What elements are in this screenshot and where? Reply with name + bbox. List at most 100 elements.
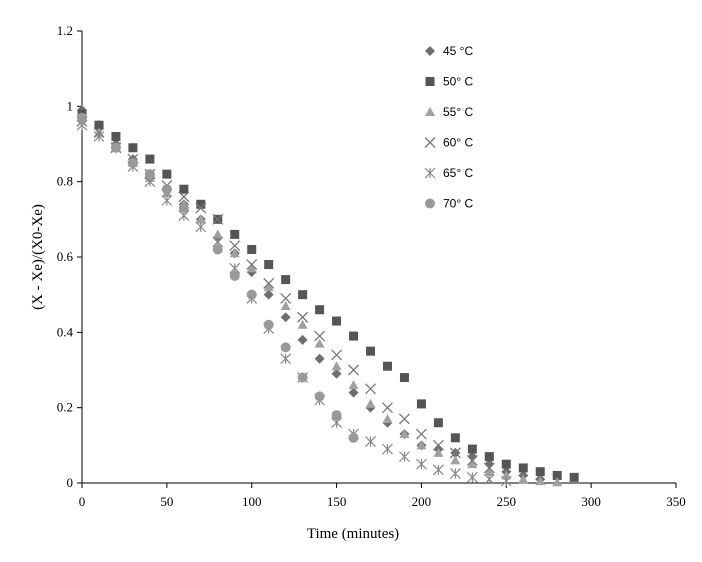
data-point xyxy=(500,475,512,487)
data-point xyxy=(484,466,495,476)
series-x xyxy=(76,115,495,474)
x-tick-label: 100 xyxy=(242,494,262,509)
data-point xyxy=(552,470,562,480)
data-point xyxy=(94,120,104,130)
data-point xyxy=(297,372,308,383)
data-point xyxy=(212,213,224,225)
x-axis-title: Time (minutes) xyxy=(307,526,399,542)
data-point xyxy=(263,319,274,330)
legend-entry: 50° C xyxy=(425,75,473,89)
series-triangle xyxy=(77,112,563,487)
legend-marker xyxy=(424,167,436,179)
series-square xyxy=(77,109,579,482)
legend-label: 50° C xyxy=(443,75,473,89)
x-tick-label: 0 xyxy=(79,494,86,509)
series-layer xyxy=(76,105,579,487)
y-tick-label: 1 xyxy=(67,98,74,113)
data-point xyxy=(314,391,325,402)
data-point xyxy=(331,349,343,361)
data-point xyxy=(416,458,427,470)
data-point xyxy=(280,342,291,353)
data-point xyxy=(416,440,427,450)
data-point xyxy=(162,169,172,179)
data-point xyxy=(178,203,189,214)
data-point xyxy=(450,433,460,443)
data-point xyxy=(263,277,275,289)
data-point xyxy=(179,184,189,194)
data-point xyxy=(365,398,376,408)
data-point xyxy=(314,353,325,364)
y-tick-label: 0 xyxy=(67,475,74,490)
data-point xyxy=(331,368,342,379)
data-point xyxy=(501,470,512,480)
data-point xyxy=(467,459,478,469)
data-point xyxy=(280,353,292,365)
data-point xyxy=(399,373,409,383)
legend-entry: 55° C xyxy=(425,105,473,119)
data-point xyxy=(246,289,257,300)
data-point xyxy=(348,432,359,443)
data-point xyxy=(314,330,326,342)
data-point xyxy=(398,413,410,425)
data-point xyxy=(212,244,223,255)
data-point xyxy=(178,191,190,203)
y-tick-label: 0.8 xyxy=(57,174,73,189)
data-point xyxy=(212,229,223,239)
data-point xyxy=(365,436,376,447)
legend-label: 70° C xyxy=(443,197,473,211)
legend-marker xyxy=(425,198,435,209)
data-point xyxy=(382,443,393,455)
data-point xyxy=(195,214,206,224)
data-point xyxy=(331,361,342,371)
data-point xyxy=(229,248,240,258)
data-point xyxy=(297,319,308,329)
data-point xyxy=(432,439,444,451)
data-point xyxy=(348,387,359,398)
y-tick-label: 0.4 xyxy=(57,324,74,339)
y-tick-labels: 0 0.2 0.4 0.6 0.8 1 1.2 xyxy=(57,23,82,490)
x-tick-label: 350 xyxy=(666,494,686,509)
data-point xyxy=(263,282,274,292)
data-point xyxy=(229,240,241,252)
data-point xyxy=(280,300,291,310)
legend-label: 65° C xyxy=(443,166,473,180)
data-point xyxy=(161,184,172,195)
data-point xyxy=(349,331,359,341)
data-point xyxy=(382,361,392,371)
legend-marker xyxy=(425,107,435,116)
legend-label: 55° C xyxy=(443,105,473,119)
legend-entry: 60° C xyxy=(424,136,473,150)
data-point xyxy=(298,290,308,300)
data-point xyxy=(466,471,478,483)
data-point xyxy=(195,202,207,214)
data-point xyxy=(449,468,461,480)
data-point xyxy=(365,383,376,395)
data-point xyxy=(161,195,173,206)
data-point xyxy=(247,244,257,254)
data-point xyxy=(229,270,240,281)
data-point xyxy=(382,402,393,414)
data-point xyxy=(433,418,443,428)
legend-label: 45 °C xyxy=(443,44,473,58)
data-point xyxy=(366,346,376,356)
axes xyxy=(81,31,676,484)
data-point xyxy=(77,112,87,123)
x-tick-label: 200 xyxy=(412,494,432,509)
data-point xyxy=(432,464,444,476)
series-circle xyxy=(77,112,359,443)
data-point xyxy=(280,312,291,323)
data-point xyxy=(483,473,495,485)
data-point xyxy=(552,477,563,487)
data-point xyxy=(416,399,426,409)
legend-marker xyxy=(425,77,435,86)
data-point xyxy=(518,463,528,473)
data-point xyxy=(348,364,360,376)
data-point xyxy=(195,221,207,233)
data-point xyxy=(484,459,495,470)
x-tick-label: 300 xyxy=(581,494,601,509)
data-point xyxy=(433,447,444,457)
data-point xyxy=(415,428,427,440)
data-point xyxy=(399,451,410,463)
legend-marker xyxy=(424,137,436,148)
y-tick-label: 1.2 xyxy=(57,23,73,38)
